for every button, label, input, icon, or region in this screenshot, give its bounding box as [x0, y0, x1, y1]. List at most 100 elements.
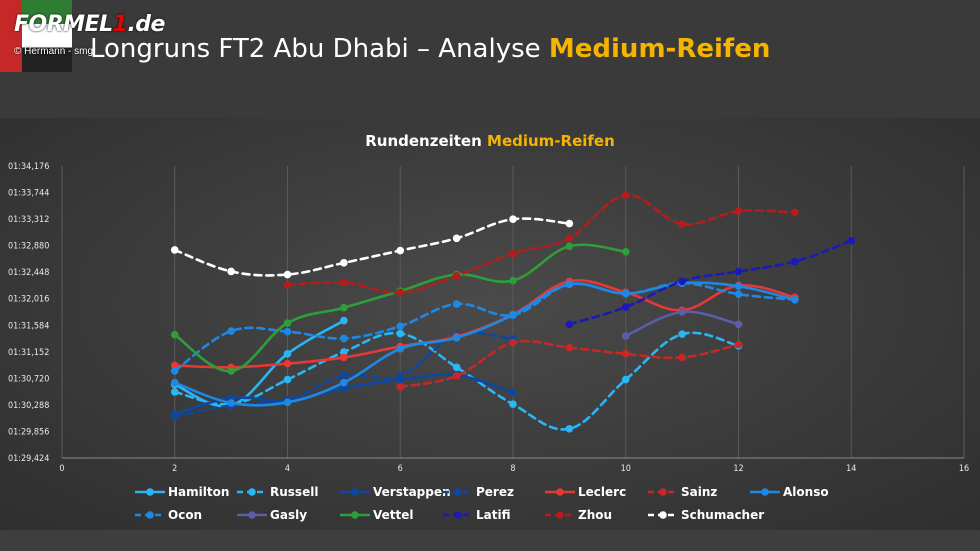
legend-item[interactable]: Alonso [750, 485, 829, 499]
data-point [170, 330, 179, 339]
legend-label: Perez [476, 485, 514, 499]
chart-series [170, 191, 856, 433]
flag-red-stripe [0, 0, 22, 72]
data-point [227, 367, 235, 375]
y-tick-label: 01:29,856 [8, 427, 49, 437]
data-point [340, 334, 348, 343]
y-tick-label: 01:32,016 [8, 295, 49, 305]
page-title-highlight: Medium-Reifen [548, 34, 771, 64]
data-point [396, 246, 405, 255]
data-point [452, 372, 461, 380]
data-point [621, 289, 630, 298]
legend-label: Schumacher [681, 508, 764, 522]
data-point [340, 259, 348, 267]
data-point [565, 343, 574, 352]
legend-item[interactable]: Ocon [135, 508, 202, 522]
legend-label: Hamilton [168, 485, 229, 499]
data-point [734, 290, 743, 298]
legend-item[interactable]: Perez [443, 485, 514, 499]
data-point [565, 242, 574, 251]
data-point [621, 375, 630, 384]
data-point [227, 399, 235, 407]
data-point [396, 372, 405, 380]
data-point [340, 303, 348, 312]
data-point [565, 424, 574, 433]
data-point [509, 276, 517, 285]
legend-item[interactable]: Hamilton [135, 485, 229, 499]
legend-label: Gasly [270, 508, 307, 522]
series-russell [170, 329, 743, 433]
legend-label: Zhou [578, 508, 612, 522]
data-point [340, 353, 348, 362]
data-point [734, 282, 743, 290]
data-point [396, 288, 405, 297]
legend-marker [454, 511, 462, 519]
legend-marker [351, 488, 359, 496]
legend-marker [248, 488, 256, 496]
data-point [340, 348, 348, 356]
x-tick-label: 6 [398, 464, 403, 474]
data-point [396, 322, 405, 330]
data-point [452, 363, 461, 372]
x-tick-label: 10 [621, 464, 631, 474]
data-point [396, 345, 405, 353]
data-point [452, 300, 461, 308]
x-tick-label: 4 [285, 464, 290, 474]
chart-title-main: Rundenzeiten [365, 132, 488, 150]
page-title: Longruns FT2 Abu Dhabi – Analyse Medium-… [90, 34, 770, 64]
legend-item[interactable]: Sainz [648, 485, 717, 499]
legend-item[interactable]: Zhou [545, 508, 612, 522]
legend-item[interactable]: Leclerc [545, 485, 626, 499]
data-point [734, 207, 743, 216]
data-point [791, 208, 799, 217]
logo-text-b: .de [127, 12, 165, 37]
legend-item[interactable]: Verstappen [340, 485, 451, 499]
data-point [227, 267, 235, 276]
data-point [170, 246, 179, 254]
y-tick-label: 01:33,312 [8, 215, 49, 225]
data-point [509, 388, 517, 397]
y-tick-label: 01:32,448 [8, 268, 49, 278]
data-point [734, 267, 743, 276]
series-line [173, 217, 571, 277]
y-tick-label: 01:31,584 [8, 321, 49, 331]
data-point [452, 334, 461, 342]
legend-item[interactable]: Gasly [237, 508, 307, 522]
data-point [396, 329, 405, 338]
legend-item[interactable]: Schumacher [648, 508, 764, 522]
data-point [678, 308, 686, 316]
data-point [283, 327, 292, 336]
chart-axes: 0 2 4 6 8 10 12 14 16 01:29,424 01:29,856 01:30,288… [8, 162, 969, 474]
data-point [509, 249, 517, 258]
data-point [621, 349, 630, 358]
data-point [283, 319, 292, 327]
legend-item[interactable]: Russell [237, 485, 318, 499]
legend-item[interactable]: Latifi [443, 508, 511, 522]
data-point [734, 340, 743, 349]
x-tick-label: 0 [59, 464, 64, 474]
data-point [396, 383, 405, 391]
data-point [170, 412, 179, 421]
data-point [509, 338, 517, 347]
legend-label: Vettel [373, 508, 414, 522]
data-point [509, 311, 517, 319]
data-point [621, 332, 630, 340]
x-tick-label: 12 [733, 464, 743, 474]
data-point [509, 400, 517, 408]
legend-marker [556, 511, 564, 519]
series-line [286, 193, 797, 294]
legend-marker [556, 488, 564, 496]
legend-item[interactable]: Vettel [340, 508, 414, 522]
x-tick-label: 8 [510, 464, 515, 474]
data-point [621, 191, 630, 200]
series-schumacher [170, 215, 574, 279]
x-tick-label: 16 [959, 464, 969, 474]
series-zhou [283, 191, 799, 297]
chart-title: Rundenzeiten Medium-Reifen [0, 132, 980, 150]
y-tick-label: 01:33,744 [8, 189, 49, 199]
site-logo[interactable]: FORMEL1.de [14, 12, 165, 37]
data-point [678, 353, 686, 362]
legend-marker [146, 511, 154, 519]
series-latifi [565, 236, 856, 329]
